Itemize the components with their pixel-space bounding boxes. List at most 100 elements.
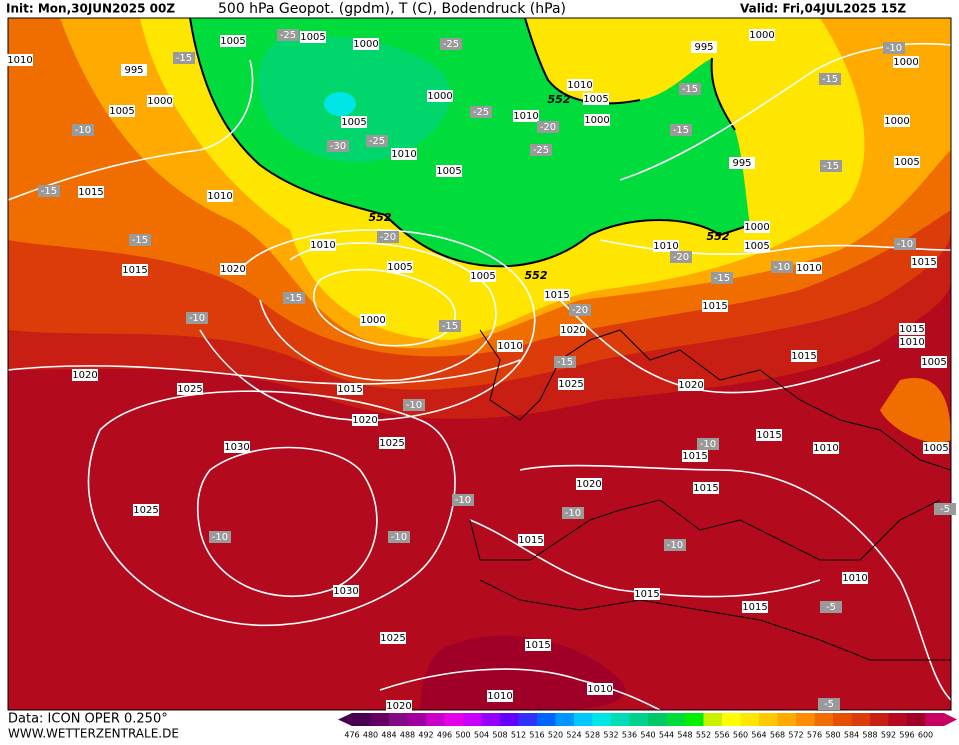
pressure-label-box (310, 239, 336, 251)
pressure-label: 1000 (353, 39, 378, 50)
pressure-label-box (78, 186, 104, 198)
pressure-label-box (884, 115, 910, 127)
pressure-label-box (693, 482, 719, 494)
pressure-label: 1025 (133, 505, 158, 516)
temperature-label: -10 (189, 313, 205, 324)
temperature-label: -20 (540, 122, 556, 133)
temperature-label: -25 (533, 145, 549, 156)
map-field (8, 18, 951, 710)
temperature-label-box (366, 135, 388, 147)
pressure-label: 1000 (360, 315, 385, 326)
pressure-label: 1020 (678, 380, 703, 391)
legend-swatch (352, 713, 371, 726)
pressure-label: 995 (124, 65, 143, 76)
pressure-label: 1015 (78, 187, 103, 198)
legend-swatch (648, 713, 667, 726)
legend-swatch (481, 713, 501, 726)
temperature-label: -10 (565, 508, 581, 519)
temperature-label: -10 (75, 125, 91, 136)
pressure-label: 1015 (911, 257, 936, 268)
pressure-label: 1010 (653, 241, 678, 252)
pressure-label: 1005 (109, 106, 134, 117)
isobar (87, 390, 456, 627)
legend-label: 600 (918, 731, 933, 740)
geopotential-label: 552 (369, 211, 392, 224)
legend-label: 536 (622, 731, 637, 740)
temperature-label-box (209, 531, 231, 543)
isobar (519, 464, 951, 701)
pressure-label: 1015 (756, 430, 781, 441)
pressure-label: 1005 (744, 241, 769, 252)
legend-swatch (500, 713, 519, 726)
isobar (313, 268, 457, 347)
pressure-label-box (682, 450, 708, 462)
isobar (8, 359, 521, 385)
pressure-label: 1010 (487, 691, 512, 702)
pressure-label: 1015 (693, 483, 718, 494)
legend-swatch (814, 713, 834, 726)
pressure-label-box (133, 504, 159, 516)
temperature-label: -10 (455, 495, 471, 506)
temperature-label: -15 (286, 293, 302, 304)
pressure-label: 1020 (352, 415, 377, 426)
legend-label: 556 (714, 731, 729, 740)
legend-label: 528 (585, 731, 600, 740)
temperature-label-box (129, 234, 151, 246)
legend-swatch (574, 713, 593, 726)
temperature-label-box (894, 238, 916, 250)
legend-label: 488 (400, 731, 415, 740)
temperature-label: -10 (700, 439, 716, 450)
pressure-label-box (387, 261, 413, 273)
temperature-label: -10 (897, 239, 913, 250)
init-time: Init: Mon,30JUN2025 00Z (6, 2, 175, 16)
temperature-label-box (670, 251, 692, 263)
pressure-label: 1010 (391, 149, 416, 160)
legend-label: 548 (677, 731, 692, 740)
legend-swatch (592, 713, 612, 726)
data-source: Data: ICON OPER 0.250° (8, 712, 168, 727)
pressure-label: 1005 (894, 157, 919, 168)
pressure-label-box (360, 314, 386, 326)
pressure-label: 1020 (560, 325, 585, 336)
legend-swatch (463, 713, 482, 726)
temperature-label: -10 (212, 532, 228, 543)
pressure-label: 1005 (436, 166, 461, 177)
pressure-label-box (391, 148, 417, 160)
temperature-label-box (388, 531, 410, 543)
pressure-label-box (337, 383, 363, 395)
pressure-label-box (207, 190, 233, 202)
temperature-label-box (186, 312, 208, 324)
pressure-label-box (911, 256, 937, 268)
legend-label: 560 (733, 731, 748, 740)
temperature-label: -25 (443, 39, 459, 50)
temperature-label: -5 (824, 699, 834, 710)
pressure-label-box (813, 442, 839, 454)
legend-label: 516 (529, 731, 544, 740)
legend-swatch (666, 713, 686, 726)
legend-label: 592 (881, 731, 896, 740)
temperature-label: -5 (826, 602, 836, 613)
pressure-label-box (744, 221, 770, 233)
isobar (379, 668, 661, 710)
pressure-label: 1005 (387, 262, 412, 273)
valid-time: Valid: Fri,04JUL2025 15Z (740, 2, 906, 16)
legend-swatch (444, 713, 464, 726)
pressure-label: 1010 (513, 111, 538, 122)
temperature-label-box (697, 438, 719, 450)
temperature-label-box (440, 38, 462, 50)
color-legend: 476 480 484 488 492 496 500 504 508 512 516 520 524 5… (338, 713, 957, 740)
pressure-label-box (744, 240, 770, 252)
temperature-label: -20 (572, 305, 588, 316)
coastline (469, 499, 941, 561)
temperature-label-box (664, 539, 686, 551)
temperature-label: -15 (442, 321, 458, 332)
temperature-label: -10 (886, 43, 902, 54)
pressure-label-box (691, 41, 717, 53)
pressure-label-box (525, 639, 551, 651)
legend-swatch (740, 713, 760, 726)
legend-label: 576 (807, 731, 822, 740)
map-title: 500 hPa Geopot. (gpdm), T (C), Bodendruc… (218, 1, 566, 17)
pressure-label-box (487, 690, 513, 702)
